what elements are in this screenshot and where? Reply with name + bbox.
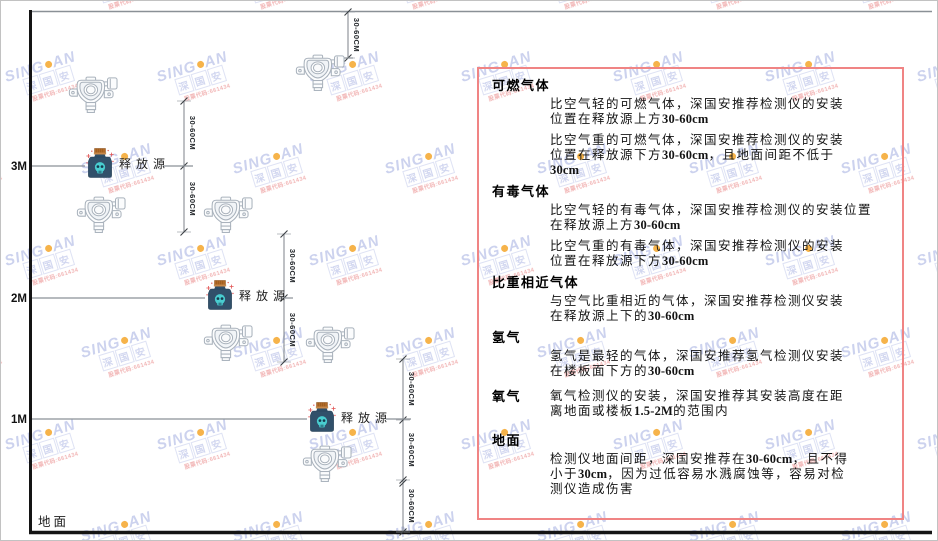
text-line: 比空气轻的可燃气体，深国安推荐检测仪的安装: [550, 97, 845, 111]
gas-detector-icon: [203, 324, 253, 361]
dimension-tick: [180, 97, 188, 105]
text-line: 位置在释放源下方30-60cm，且地面间距不低于: [550, 148, 835, 162]
section-paragraph: 氢气是最轻的气体，深国安推荐氢气检测仪安装 在楼板面下方的30-60cm: [550, 349, 890, 379]
dimension-tick: [344, 8, 352, 16]
text-line: 检测仪地面间距，深国安推荐在30-60cm，且不得: [550, 452, 849, 466]
release-source-label: 释放源: [341, 410, 392, 425]
dimension-tick: [399, 355, 407, 363]
text-line: 氧气检测仪的安装，深国安推荐其安装高度在距: [550, 389, 845, 403]
text-line: 比空气轻的有毒气体，深国安推荐检测仪的安装位置: [550, 203, 873, 217]
release-source-label: 释放源: [239, 288, 290, 303]
dimension-label: 30-60CM: [407, 372, 416, 406]
section-paragraph: 氧气检测仪的安装，深国安推荐其安装高度在距 离地面或楼板1.5-2M的范围内: [550, 389, 890, 419]
text-line: 离地面或楼板1.5-2M的范围内: [550, 404, 730, 418]
release-source-icon: [85, 148, 115, 178]
dimension-tick: [180, 228, 188, 236]
gas-detector-icon: [302, 445, 352, 482]
dimension-tick: [399, 416, 407, 424]
gas-detector-icon: [203, 196, 253, 233]
panel-section: 比重相近气体与空气比重相近的气体，深国安推荐检测仪安装 在释放源上下的30-60c…: [492, 275, 890, 324]
text-line: 在楼板面下方的30-60cm: [550, 364, 695, 378]
text-line: 在释放源上方30-60cm: [550, 218, 681, 232]
panel-section: 有毒气体比空气轻的有毒气体，深国安推荐检测仪的安装位置 在释放源上方30-60cm…: [492, 184, 890, 269]
dimension-label: 30-60CM: [407, 433, 416, 467]
dimension-label: 30-60CM: [352, 18, 361, 52]
text-line: 比空气重的有毒气体，深国安推荐检测仪的安装: [550, 239, 845, 253]
panel-section: 可燃气体比空气轻的可燃气体，深国安推荐检测仪的安装 位置在释放源上方30-60cm…: [492, 78, 890, 178]
dimension-tick: [280, 358, 288, 366]
gas-detector-icon: [295, 54, 345, 91]
section-heading: 地面: [492, 433, 522, 448]
height-label: 1M: [11, 414, 27, 426]
gas-detector-icon: [68, 76, 118, 113]
dimension-tick: [280, 230, 288, 238]
dimension-tick: [399, 479, 407, 487]
dimension-tick: [399, 528, 407, 536]
text-line: 位置在释放源下方30-60cm: [550, 254, 709, 268]
text-line: 比空气重的可燃气体，深国安推荐检测仪的安装: [550, 133, 845, 147]
release-source-icon: [205, 280, 235, 310]
dimension-label: 30-60CM: [188, 116, 197, 150]
height-label: 3M: [11, 161, 27, 173]
text-line: 在释放源上下的30-60cm: [550, 309, 695, 323]
section-paragraph: 比空气重的有毒气体，深国安推荐检测仪的安装 位置在释放源下方30-60cm: [550, 239, 890, 269]
gas-detector-icon: [305, 326, 355, 363]
panel-section: 氧气 氧气检测仪的安装，深国安推荐其安装高度在距 离地面或楼板1.5-2M的范围内: [492, 385, 890, 425]
text-line: 30cm: [550, 163, 580, 177]
dimension-label: 30-60CM: [288, 249, 297, 283]
dimension-tick: [399, 476, 407, 484]
section-paragraph: 检测仪地面间距，深国安推荐在30-60cm，且不得 小于30cm，因为过低容易水溅…: [550, 452, 890, 497]
text-line: 与空气比重相近的气体，深国安推荐检测仪安装: [550, 294, 845, 308]
section-paragraph: 比空气重的可燃气体，深国安推荐检测仪的安装 位置在释放源下方30-60cm，且地面…: [550, 133, 890, 178]
section-paragraph: 与空气比重相近的气体，深国安推荐检测仪安装 在释放源上下的30-60cm: [550, 294, 890, 324]
panel-section: 地面检测仪地面间距，深国安推荐在30-60cm，且不得 小于30cm，因为过低容易…: [492, 433, 890, 497]
section-paragraph: 比空气轻的可燃气体，深国安推荐检测仪的安装 位置在释放源上方30-60cm: [550, 97, 890, 127]
section-heading: 氧气: [492, 389, 522, 404]
info-panel: 可燃气体比空气轻的可燃气体，深国安推荐检测仪的安装 位置在释放源上方30-60cm…: [477, 67, 904, 520]
ground-label: 地面: [38, 515, 69, 529]
section-heading: 有毒气体: [492, 184, 551, 199]
text-line: 位置在释放源上方30-60cm: [550, 112, 709, 126]
section-paragraph: 比空气轻的有毒气体，深国安推荐检测仪的安装位置 在释放源上方30-60cm: [550, 203, 890, 233]
dimension-label: 30-60CM: [188, 182, 197, 216]
section-heading: 氢气: [492, 330, 522, 345]
info-panel-sections: 可燃气体比空气轻的可燃气体，深国安推荐检测仪的安装 位置在释放源上方30-60cm…: [492, 78, 890, 497]
diagram-generated-content: 3M 2M 1M 30-60CM 30-60CM 30-60CM 30-60CM 30-60C…: [11, 8, 416, 536]
text-line: 氢气是最轻的气体，深国安推荐氢气检测仪安装: [550, 349, 845, 363]
dimension-label: 30-60CM: [288, 313, 297, 347]
panel-section: 氢气氢气是最轻的气体，深国安推荐氢气检测仪安装 在楼板面下方的30-60cm: [492, 330, 890, 379]
text-line: 测仪造成伤害: [550, 482, 635, 496]
release-source-label: 释放源: [119, 156, 170, 171]
dimension-label: 30-60CM: [407, 489, 416, 523]
section-heading: 可燃气体: [492, 78, 551, 93]
release-source-icon: [307, 402, 337, 432]
text-line: 小于30cm，因为过低容易水溅腐蚀等，容易对检: [550, 467, 846, 481]
height-label: 2M: [11, 293, 27, 305]
section-heading: 比重相近气体: [492, 275, 580, 290]
gas-detector-icon: [76, 196, 126, 233]
